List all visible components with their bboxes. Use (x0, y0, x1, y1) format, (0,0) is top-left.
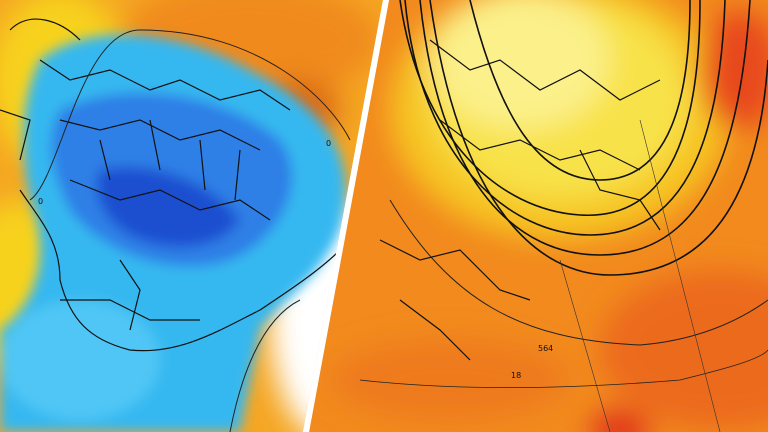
divider (303, 0, 389, 432)
temperature-anomaly-map: 0 0 (0, 0, 383, 432)
isohypses (399, 0, 768, 276)
borders (0, 18, 341, 352)
contour-label: 0 (38, 197, 43, 206)
isotherm-label: 18 (511, 371, 521, 380)
geopotential-map: 564 18 (309, 0, 768, 432)
isohypse-label: 564 (538, 344, 553, 353)
coastlines (379, 39, 661, 361)
contour-label: 0 (326, 139, 331, 148)
